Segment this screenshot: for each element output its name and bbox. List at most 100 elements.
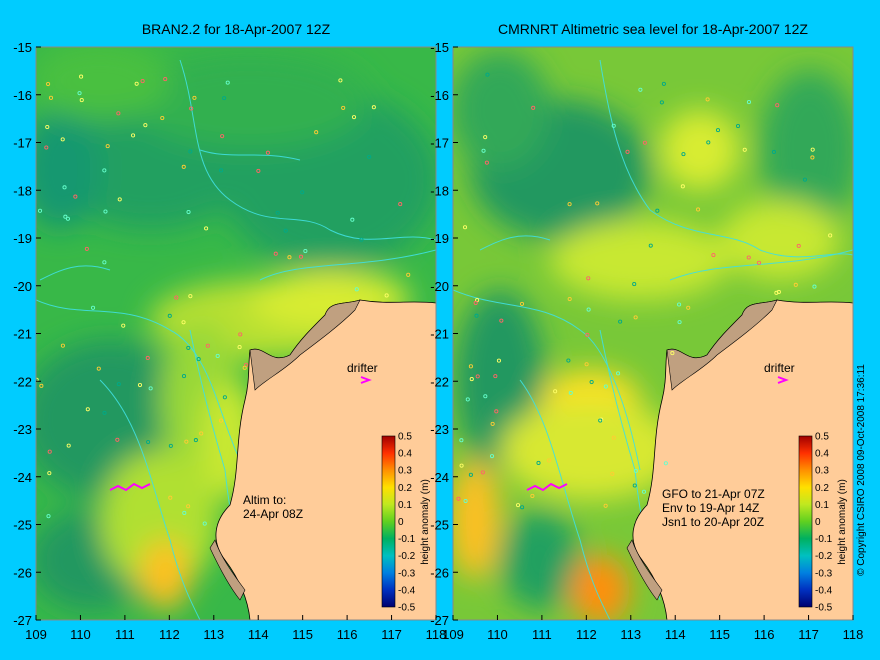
y-tick-label: -27 <box>13 613 32 628</box>
observation-point <box>181 374 187 379</box>
observation-point <box>469 377 474 382</box>
observation-point <box>79 74 84 79</box>
colorbar-tick-label: 0 <box>398 517 404 528</box>
right-y-tick-labels: -15 -16 -17 -18 -19 -20 -21 -22 -23 -24 -25 -26 -27 <box>430 40 458 628</box>
x-tick-label: 112 <box>576 627 597 642</box>
observation-point <box>659 100 664 105</box>
colorbar-tick-label: 0.4 <box>815 449 829 460</box>
right-shark-bay <box>626 539 663 601</box>
observation-point <box>599 417 604 422</box>
observation-point <box>300 190 305 195</box>
observation-point <box>140 79 145 84</box>
observation-point <box>515 503 521 508</box>
observation-point <box>465 397 470 402</box>
y-tick-label: -17 <box>430 136 449 151</box>
observation-point <box>186 209 191 215</box>
observation-point <box>611 435 616 440</box>
y-tick-label: -26 <box>430 565 449 580</box>
observation-point <box>196 357 201 362</box>
left-colorbar: 0.5 0.4 0.3 0.2 0.1 0 -0.1 -0.2 -0.3 -0.4 -0.5 hei… <box>381 432 431 614</box>
observation-point <box>105 144 110 149</box>
observation-point <box>205 343 210 348</box>
left-x-tick-labels: 109 110 111 112 113 114 115 116 117 118 <box>25 615 446 642</box>
observation-point <box>163 77 168 82</box>
observation-point <box>595 201 600 206</box>
colorbar-tick-label: -0.5 <box>815 603 833 614</box>
observation-point <box>677 302 682 307</box>
observation-point <box>45 124 50 130</box>
right-drifter-track <box>526 482 568 492</box>
y-tick-label: -17 <box>13 136 32 151</box>
colorbar-tick-label: -0.1 <box>815 534 833 545</box>
observation-point <box>102 410 107 415</box>
observation-point <box>116 382 121 387</box>
colorbar-tick-label: -0.4 <box>815 585 833 596</box>
x-tick-label: 110 <box>487 627 508 642</box>
observation-point <box>771 149 777 155</box>
observation-point <box>275 210 280 215</box>
right-annotation-line-1: GFO to 21-Apr 07Z <box>662 487 765 501</box>
colorbar-tick-label: 0.5 <box>398 432 412 443</box>
observation-point <box>48 95 54 100</box>
observation-point <box>483 135 488 140</box>
y-tick-label: -24 <box>430 470 449 485</box>
observation-point <box>371 105 376 110</box>
observation-point <box>47 471 52 476</box>
observation-point <box>641 489 647 494</box>
observation-point <box>406 272 411 277</box>
observation-point <box>485 72 490 77</box>
right-colorbar: 0.5 0.4 0.3 0.2 0.1 0 -0.1 -0.2 -0.3 -0.4 -0.5 hei… <box>798 432 848 614</box>
observation-point <box>793 282 798 287</box>
x-tick-label: 117 <box>798 627 819 642</box>
left-drifter-track <box>109 482 151 492</box>
observation-point <box>398 202 403 207</box>
observation-point <box>204 226 209 231</box>
observation-point <box>137 382 143 388</box>
left-y-tick-labels: -15 -16 -17 -18 -19 -20 -21 -22 -23 -24 -25 -26 -27 <box>13 40 41 628</box>
observation-point <box>828 233 833 238</box>
x-tick-label: 116 <box>754 627 775 642</box>
observation-point <box>566 358 571 363</box>
observation-point <box>303 248 308 254</box>
y-tick-label: -21 <box>13 327 32 342</box>
x-tick-label: 115 <box>709 627 730 642</box>
observation-point <box>186 504 191 509</box>
observation-point <box>456 496 461 501</box>
observation-point <box>711 253 716 258</box>
left-drifter-marker <box>360 376 372 384</box>
y-tick-label: -15 <box>13 40 32 55</box>
observation-point <box>184 439 189 444</box>
observation-point <box>338 78 343 83</box>
observation-point <box>568 390 573 395</box>
observation-point <box>283 228 288 233</box>
observation-point <box>775 103 780 108</box>
observation-point <box>117 197 122 202</box>
observation-point <box>219 168 224 173</box>
observation-point <box>96 366 101 371</box>
observation-point <box>589 379 594 385</box>
observation-point <box>705 97 710 102</box>
observation-point <box>567 202 572 207</box>
observation-point <box>47 449 52 454</box>
right-map-panel: CMRNRT Altimetric sea level for 18-Apr-2… <box>430 21 863 642</box>
right-x-tick-labels: 109 110 111 112 113 114 115 116 117 118 <box>442 615 863 642</box>
left-chart-title: BRAN2.2 for 18-Apr-2007 12Z <box>142 21 331 37</box>
observation-point <box>812 284 817 289</box>
colorbar-tick-label: 0.2 <box>815 483 829 494</box>
observation-point <box>618 319 623 324</box>
observation-point <box>715 128 721 133</box>
observation-point <box>585 332 590 337</box>
observation-point <box>60 343 65 348</box>
observation-point <box>102 260 107 265</box>
observation-point <box>474 313 479 318</box>
observation-point <box>638 87 643 92</box>
right-observation-points <box>456 72 833 510</box>
observation-point <box>143 123 148 128</box>
observation-point <box>677 320 682 325</box>
observation-point <box>367 154 372 159</box>
y-tick-label: -23 <box>430 422 449 437</box>
observation-point <box>192 95 197 100</box>
observation-point <box>121 323 126 328</box>
observation-point <box>670 351 675 356</box>
